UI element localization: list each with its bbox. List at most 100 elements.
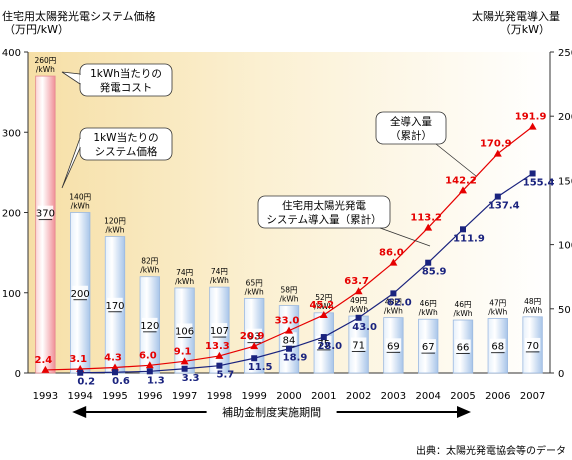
kwh-cost-label: 82円 (141, 257, 158, 266)
total-series-point (493, 149, 502, 157)
right-tick-label: 200 (558, 112, 572, 123)
price-value-label: 66 (457, 343, 470, 354)
subsidy-arrow-right-head (457, 406, 471, 418)
kwh-cost-label: 49円 (350, 296, 367, 305)
x-tick-label: 1996 (137, 391, 162, 402)
price-value-bg (176, 323, 193, 337)
residential-series-point (112, 369, 118, 376)
residential-series-point (146, 368, 153, 375)
kwh-cost-unit: /kWh (419, 308, 438, 317)
residential-callout-box (257, 195, 391, 229)
total-series-label: 13.3 (205, 341, 230, 352)
total-series-label: 20.9 (240, 331, 265, 342)
price-value-label: 370 (36, 209, 55, 220)
price-value-label: 68 (491, 342, 504, 353)
residential-series-label: 111.9 (453, 233, 485, 244)
price-value-label: 107 (210, 326, 229, 337)
x-tick-label: 2005 (450, 391, 475, 402)
price-value-bg (350, 337, 367, 351)
residential-series-point (216, 362, 223, 369)
kwh-cost-unit: /kWh (453, 309, 472, 318)
kwh-cost-label: 58円 (280, 286, 297, 295)
residential-series-point (355, 314, 362, 321)
kwh-cost-label: 52円 (315, 293, 332, 302)
total-series-label: 86.0 (379, 248, 404, 259)
residential-series-point (320, 334, 327, 341)
kwh-cost-label: 120円 (104, 217, 126, 226)
left-tick-label: 100 (2, 289, 21, 300)
price-value-bg (72, 285, 88, 299)
total-series-point (145, 361, 154, 369)
right-tick-label: 150 (558, 176, 572, 187)
subsidy-period-label: 補助金制度実施期間 (222, 405, 321, 419)
right-tick-label: 50 (558, 305, 571, 316)
x-tick-label: 2007 (520, 391, 545, 402)
kwh-cost-unit: /kWh (71, 202, 90, 211)
left-axis-unit: （万円/kW） (4, 23, 69, 36)
kwh-cost-unit: /kWh (175, 277, 194, 286)
kwh-cost-label: 74円 (176, 268, 193, 277)
total-series-point (319, 310, 328, 318)
residential-series-point (390, 290, 397, 297)
total-callout-leader (435, 143, 477, 177)
price-value-label: 106 (175, 326, 194, 337)
residential-callout-leader (379, 227, 431, 247)
total-series-label: 63.7 (344, 276, 369, 287)
x-tick-label: 2001 (311, 391, 336, 402)
x-tick-label: 1998 (207, 391, 232, 402)
total-series-label: 142.2 (445, 175, 477, 186)
kwh-cost-label: 260円 (34, 56, 56, 65)
kwh-cost-unit: /kWh (349, 305, 368, 314)
x-tick-label: 2002 (346, 391, 371, 402)
residential-series-point (425, 259, 432, 266)
right-axis-title: 太陽光発電導入量 (472, 10, 560, 23)
x-tick-label: 1997 (172, 391, 197, 402)
total-series-point (389, 258, 398, 266)
residential-series-point (286, 345, 292, 352)
price-bar (35, 75, 56, 374)
kwh-cost-label: 48円 (385, 298, 402, 307)
residential-series-point (529, 170, 536, 177)
residential-series-label: 28.0 (317, 341, 342, 352)
residential-series-label: 155.4 (523, 177, 555, 188)
price-value-bg (420, 339, 436, 353)
kwh-cost-label: 46円 (454, 300, 471, 309)
residential-series-label: 0.2 (77, 377, 95, 388)
x-tick-label: 2003 (381, 391, 406, 402)
residential-callout-line-1: 住宅用太陽光発電 (282, 199, 366, 212)
price-value-bg (246, 328, 262, 342)
total-series-point (250, 342, 259, 350)
kwh-cost-unit: /kWh (523, 306, 542, 315)
residential-series-label: 62.0 (387, 297, 412, 308)
price-value-bg (211, 323, 228, 337)
kwh-cost-unit: /kWh (314, 302, 333, 311)
kwh-cost-unit: /kWh (488, 307, 507, 316)
price-value-bg (142, 317, 158, 331)
kwh-cost-callout-line-1: 1kWh当たりの (90, 67, 162, 80)
total-callout-line-1: 全導入量 (390, 115, 432, 128)
total-series-point (180, 357, 189, 365)
kwh-cost-unit: /kWh (210, 276, 229, 285)
kwh-cost-unit: /kWh (384, 307, 403, 316)
x-tick-label: 2004 (415, 391, 440, 402)
total-series-label: 191.9 (515, 112, 547, 123)
total-series-point (354, 287, 363, 295)
price-value-bg (37, 205, 54, 219)
kw-price-callout-line-2: システム価格 (95, 145, 158, 158)
kwh-cost-label: 47円 (489, 298, 506, 307)
total-series-point (111, 363, 119, 371)
residential-series-label: 85.9 (422, 267, 447, 278)
total-series-label: 2.4 (35, 355, 53, 366)
total-series-label: 4.3 (104, 352, 122, 363)
residential-series-line (80, 172, 533, 374)
x-tick-label: 1995 (102, 391, 127, 402)
price-value-bg (316, 335, 332, 349)
total-series-label: 3.1 (69, 354, 87, 365)
kwh-cost-label: 46円 (420, 299, 437, 308)
residential-series-label: 1.3 (147, 375, 165, 386)
total-series-point (424, 223, 433, 231)
x-tick-label: 1999 (241, 391, 266, 402)
price-value-label: 170 (105, 301, 124, 312)
left-tick-label: 400 (2, 48, 21, 59)
price-value-label: 71 (352, 341, 365, 352)
